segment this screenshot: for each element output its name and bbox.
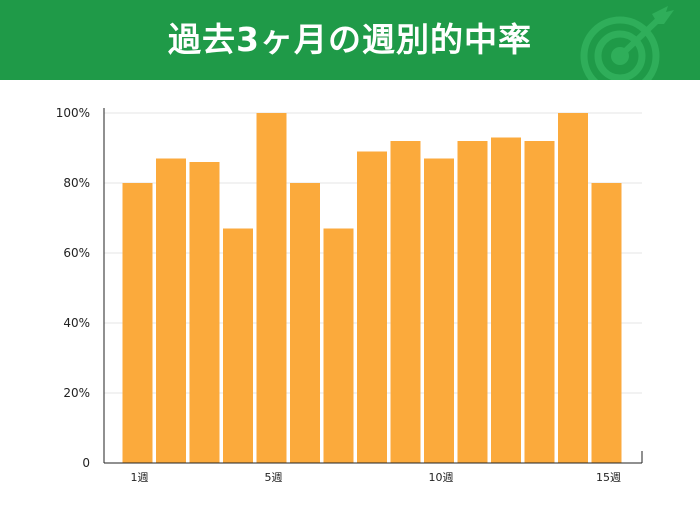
bar-7週 xyxy=(323,228,354,463)
bar-3週 xyxy=(189,162,220,463)
axes xyxy=(103,108,643,464)
y-tick-label: 60% xyxy=(63,246,90,260)
target-arrow-icon xyxy=(580,6,674,80)
header-banner: 過去3ヶ月の週別的中率 xyxy=(0,0,700,80)
page-title: 過去3ヶ月の週別的中率 xyxy=(168,20,532,59)
bar-12週 xyxy=(491,137,521,463)
x-tick-label: 1週 xyxy=(131,471,149,484)
bar-11週 xyxy=(457,141,488,463)
bar-4週 xyxy=(223,228,253,463)
tick-labels: 0 20% 40% 60% 80% 100% 1週 5週 10週 15週 xyxy=(56,106,621,484)
y-tick-label: 20% xyxy=(63,386,90,400)
y-tick-label: 40% xyxy=(63,316,90,330)
y-tick-label: 80% xyxy=(63,176,90,190)
x-tick-label: 10週 xyxy=(429,471,454,484)
bar-15週 xyxy=(591,183,622,463)
bars xyxy=(122,113,622,463)
bar-5週 xyxy=(256,113,287,463)
bar-10週 xyxy=(424,158,454,463)
bar-13週 xyxy=(524,141,555,463)
x-tick-label: 5週 xyxy=(265,471,283,484)
bar-6週 xyxy=(290,183,320,463)
y-tick-label: 100% xyxy=(56,106,90,120)
bar-1週 xyxy=(122,183,153,463)
bar-9週 xyxy=(390,141,421,463)
bar-8週 xyxy=(357,151,387,463)
bar-chart: 0 20% 40% 60% 80% 100% 1週 5週 10週 15週 xyxy=(56,106,643,484)
y-tick-label: 0 xyxy=(82,456,90,470)
bar-14週 xyxy=(558,113,588,463)
x-tick-label: 15週 xyxy=(596,471,621,484)
bar-2週 xyxy=(156,158,186,463)
